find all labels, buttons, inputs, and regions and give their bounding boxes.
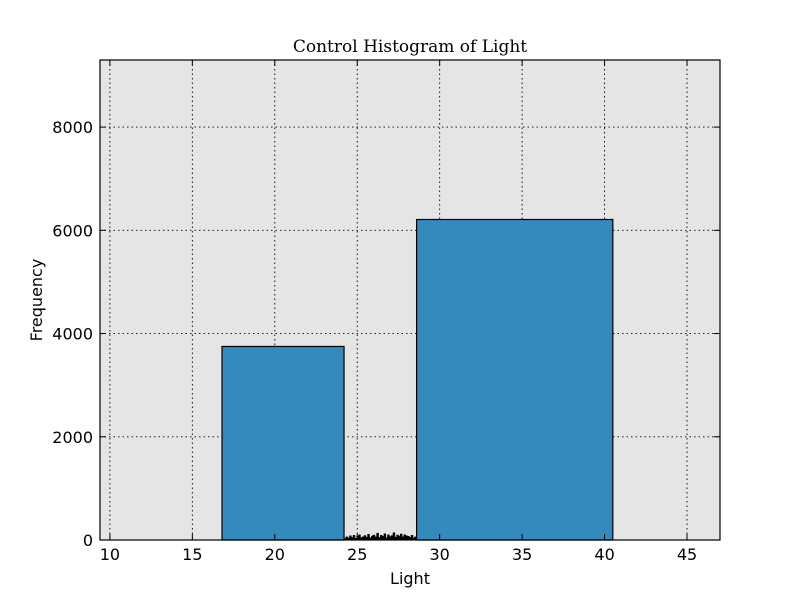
plot-frame bbox=[99, 59, 721, 541]
x-axis-label: Light bbox=[390, 569, 430, 588]
y-ticks: 0 2000 4000 6000 8000 bbox=[52, 118, 720, 550]
histogram-bar bbox=[415, 218, 614, 541]
y-tick-label: 8000 bbox=[52, 118, 93, 137]
x-tick-label: 20 bbox=[265, 545, 285, 564]
x-tick-label: 10 bbox=[100, 545, 120, 564]
y-tick-label: 6000 bbox=[52, 221, 93, 240]
chart-title: Control Histogram of Light bbox=[293, 37, 527, 57]
x-tick-label: 45 bbox=[677, 545, 697, 564]
x-tick-label: 15 bbox=[182, 545, 202, 564]
x-tick-label: 35 bbox=[512, 545, 532, 564]
y-axis-label: Frequency bbox=[27, 259, 46, 342]
histogram-bar bbox=[221, 345, 345, 541]
y-tick-label: 2000 bbox=[52, 428, 93, 447]
y-tick-label: 4000 bbox=[52, 325, 93, 344]
bars bbox=[221, 218, 614, 541]
x-tick-label: 40 bbox=[594, 545, 614, 564]
x-ticks: 10 15 20 25 30 35 40 45 bbox=[100, 60, 697, 564]
x-tick-label: 30 bbox=[430, 545, 450, 564]
x-tick-label: 25 bbox=[347, 545, 367, 564]
y-tick-label: 0 bbox=[83, 531, 93, 550]
plot-background bbox=[100, 60, 720, 540]
